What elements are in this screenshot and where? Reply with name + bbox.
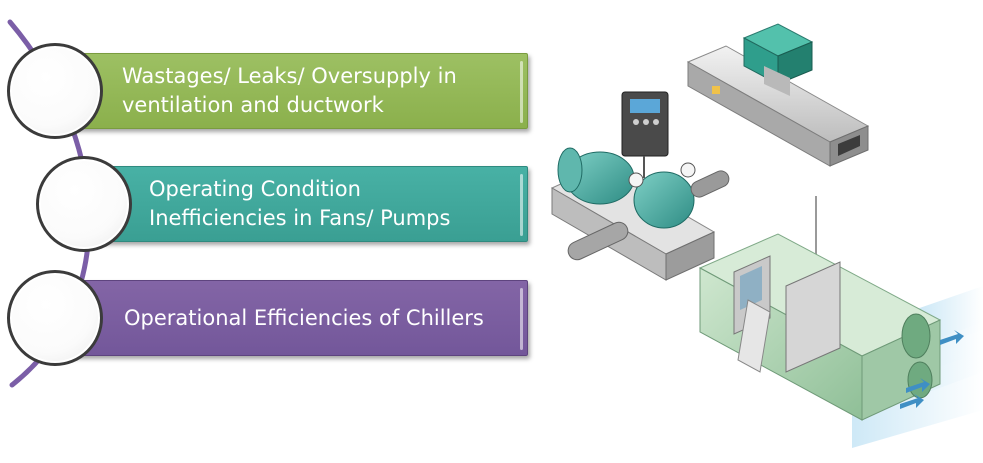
bullet-circle: [36, 156, 132, 252]
list-item-fans-pumps: Operating Condition Inefficiencies in Fa…: [96, 166, 528, 242]
chiller-unit: [698, 196, 983, 448]
list-item-ductwork: Wastages/ Leaks/ Oversupply in ventilati…: [68, 53, 528, 129]
list-item-label: Operating Condition Inefficiencies in Fa…: [149, 177, 451, 230]
duct-fan-unit: [686, 23, 870, 167]
divider: [520, 174, 523, 236]
divider: [520, 288, 523, 350]
list-item-chillers: Operational Efficiencies of Chillers: [68, 280, 528, 356]
bullet-circle: [7, 270, 103, 366]
bullet-circle: [7, 43, 103, 139]
divider: [520, 61, 523, 123]
equipment-illustration: [550, 23, 983, 448]
list-item-label: Wastages/ Leaks/ Oversupply in ventilati…: [122, 64, 457, 117]
list-item-label: Operational Efficiencies of Chillers: [124, 305, 484, 330]
pump-motor: [550, 91, 730, 281]
